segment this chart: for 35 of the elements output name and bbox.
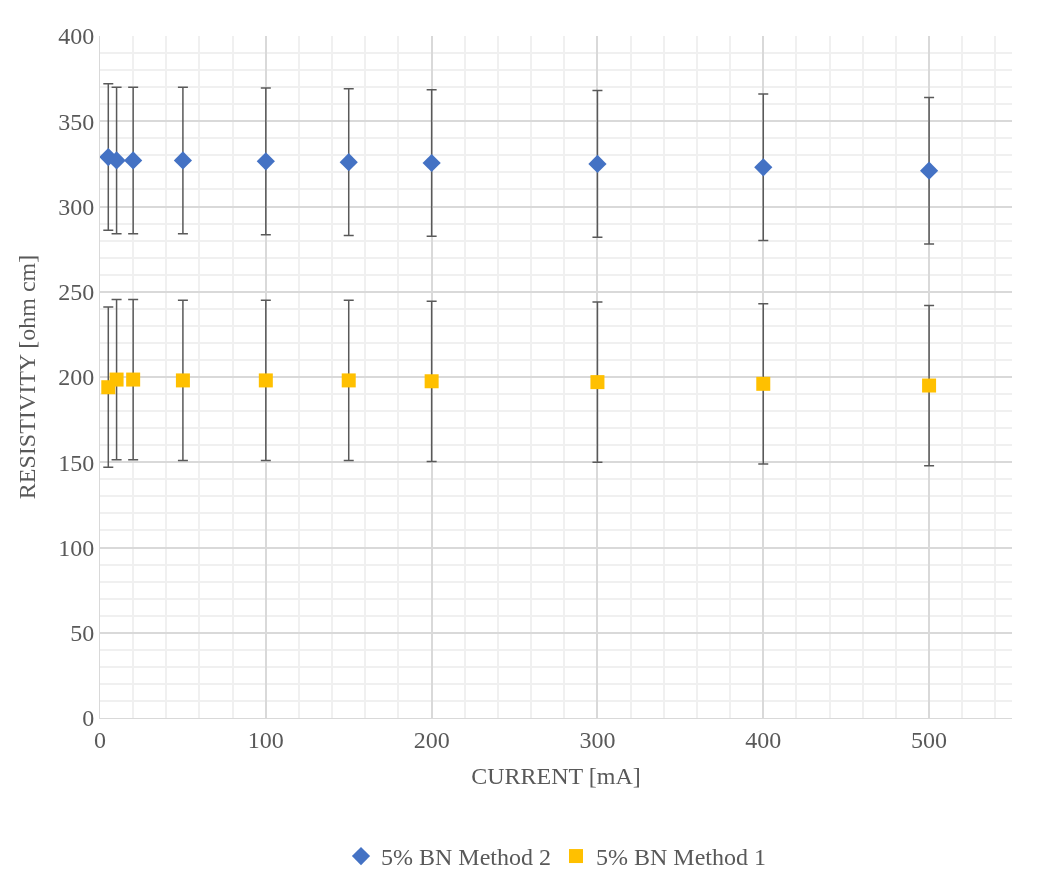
point	[124, 151, 143, 170]
y-axis-title: RESISTIVITY [ohm cm]	[14, 254, 41, 500]
x-axis-title: CURRENT [mA]	[471, 763, 641, 790]
x-tick-label: 400	[745, 726, 782, 753]
point	[922, 378, 937, 393]
point	[919, 161, 939, 180]
x-tick-label: 100	[247, 726, 284, 753]
y-tick-label: 300	[58, 193, 95, 220]
y-tick-label: 0	[82, 705, 95, 732]
point	[258, 373, 273, 388]
y-tick-label: 250	[58, 279, 95, 306]
y-tick-label: 350	[58, 108, 95, 135]
point	[422, 153, 441, 173]
point	[754, 158, 773, 177]
x-tick-label: 500	[911, 726, 948, 753]
x-tick-label: 200	[413, 726, 450, 753]
point	[756, 376, 771, 391]
point	[339, 153, 358, 172]
point	[126, 372, 141, 387]
point	[256, 152, 275, 171]
y-tick-label: 200	[58, 364, 95, 391]
point	[424, 374, 439, 389]
y-tick-label: 400	[58, 23, 95, 50]
legend-label: 5% BN Method 2	[381, 844, 551, 871]
y-tick-label: 50	[70, 620, 95, 647]
point	[175, 373, 190, 388]
legend-label: 5% BN Method 1	[596, 844, 766, 871]
y-tick-label: 150	[58, 449, 95, 476]
point	[341, 373, 356, 388]
point	[109, 372, 124, 387]
point	[590, 375, 605, 390]
point	[173, 151, 193, 170]
point	[588, 154, 607, 173]
x-tick-label: 300	[579, 726, 616, 753]
y-tick-label: 100	[58, 534, 95, 561]
